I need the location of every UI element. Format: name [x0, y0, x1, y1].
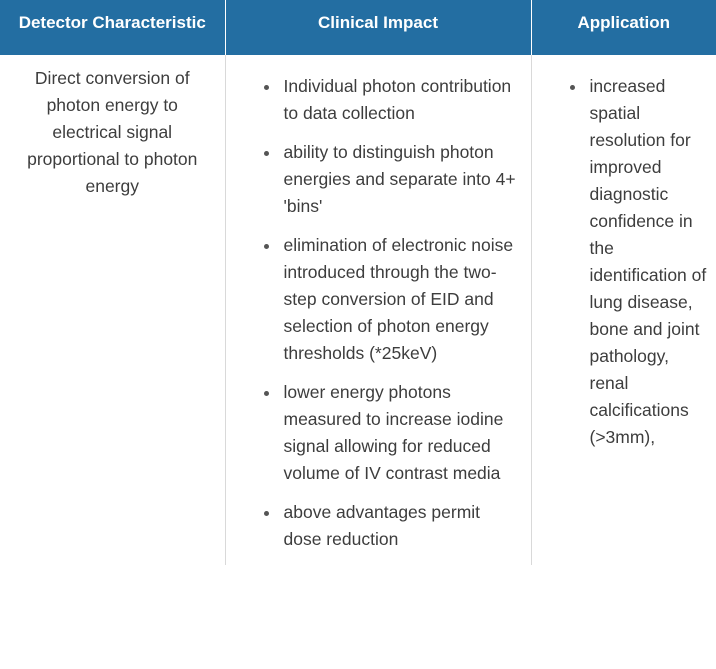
clinical-impact-list: Individual photon contribution to data c… — [226, 55, 531, 553]
detector-table: Detector Characteristic Clinical Impact … — [0, 0, 716, 565]
header-application: Application — [531, 0, 716, 55]
cell-characteristic: Direct conversion of photon energy to el… — [0, 55, 226, 565]
clinical-impact-item: lower energy photons measured to increas… — [263, 379, 517, 487]
header-row: Detector Characteristic Clinical Impact … — [0, 0, 716, 55]
clinical-impact-item: Individual photon contribution to data c… — [263, 73, 517, 127]
cell-clinical-impact: Individual photon contribution to data c… — [225, 55, 532, 565]
application-list: increased spatial resolution for improve… — [532, 55, 716, 451]
table-row: Direct conversion of photon energy to el… — [0, 55, 716, 565]
header-clinical-impact: Clinical Impact — [225, 0, 532, 55]
characteristic-text: Direct conversion of photon energy to el… — [27, 68, 198, 196]
cell-application: increased spatial resolution for improve… — [531, 55, 716, 565]
application-item: increased spatial resolution for improve… — [569, 73, 709, 451]
clinical-impact-item: above advantages permit dose reduction — [263, 499, 517, 553]
header-detector-characteristic: Detector Characteristic — [0, 0, 226, 55]
clinical-impact-item: elimination of electronic noise introduc… — [263, 232, 517, 367]
clinical-impact-item: ability to distinguish photon energies a… — [263, 139, 517, 220]
